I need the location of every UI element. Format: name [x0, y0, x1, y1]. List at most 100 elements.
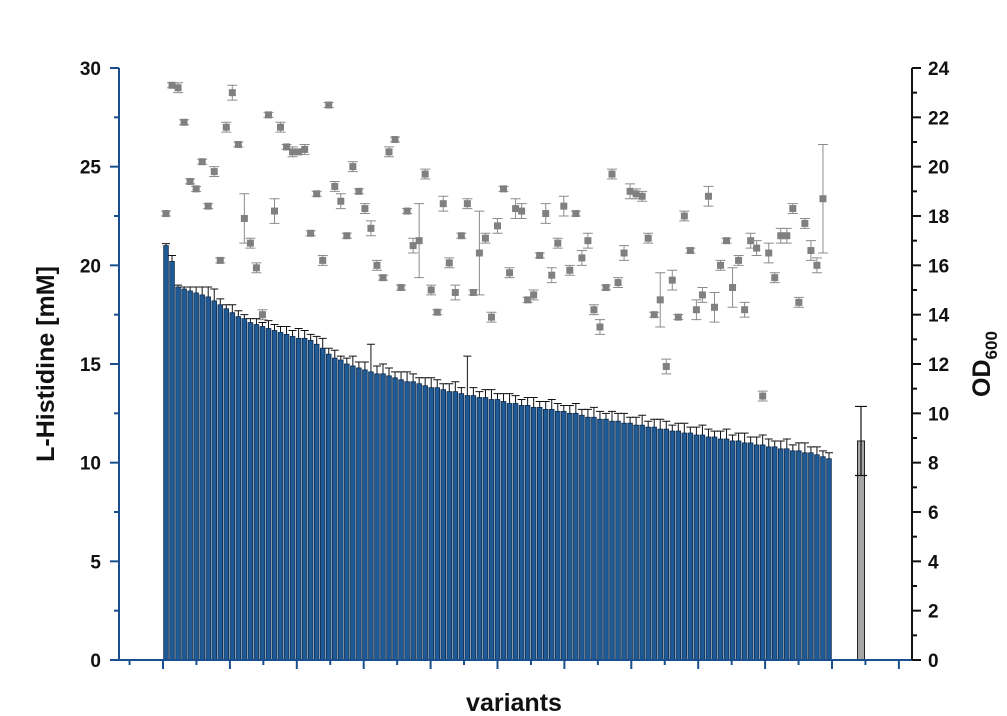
od-point [180, 118, 188, 126]
od-point [530, 291, 538, 299]
od-point [295, 148, 303, 156]
variant-error-bar [680, 422, 689, 434]
variant-error-bar [511, 395, 520, 404]
y2-tick-label: 18 [928, 207, 949, 228]
variant-error-bar [397, 371, 406, 380]
variant-bar [181, 288, 187, 661]
variant-bar [765, 446, 772, 661]
variant-bar [753, 444, 760, 661]
y-tick-label: 15 [80, 355, 102, 376]
variant-bar [344, 363, 350, 661]
variant-bar [741, 442, 748, 661]
variant-error-bar [228, 304, 237, 313]
od-point [307, 229, 315, 237]
variant-error-bar [535, 400, 544, 408]
variant-error-bar [824, 452, 833, 459]
reference-error-bar [855, 405, 867, 477]
variant-error-bar [620, 412, 629, 424]
variant-bar [380, 373, 386, 661]
variant-error-bar [806, 446, 815, 453]
variant-bar [790, 450, 796, 661]
variant-error-bar [764, 438, 773, 447]
variant-error-bar [174, 284, 183, 288]
od-point [162, 210, 170, 218]
variant-bar [771, 446, 778, 661]
od-point [361, 205, 369, 213]
variant-bar [651, 426, 657, 661]
variant-error-bar [427, 377, 436, 388]
variant-bar [458, 393, 465, 661]
variant-error-bar [240, 314, 249, 319]
od-point [512, 205, 520, 213]
variant-error-bar [716, 430, 725, 439]
variant-bar [482, 397, 489, 661]
variant-error-bar [252, 318, 261, 325]
variant-error-bar [529, 397, 538, 408]
od-point [686, 247, 694, 255]
variant-error-bar [752, 436, 761, 445]
variant-error-bar [650, 418, 659, 428]
variant-error-bar [722, 428, 731, 439]
variant-bar [374, 373, 380, 661]
variant-error-bar [776, 440, 785, 449]
od-point [741, 306, 749, 314]
od-point [301, 145, 309, 153]
variant-bar [301, 337, 308, 661]
od-point [819, 195, 827, 203]
variant-bar [259, 326, 266, 661]
od-point [602, 284, 610, 292]
variant-bar [717, 438, 724, 661]
variant-bar [205, 296, 211, 661]
variant-error-bar [204, 286, 213, 297]
variant-bar [398, 379, 404, 661]
variant-error-bar [788, 444, 797, 451]
od-point [258, 311, 266, 319]
od-point [319, 256, 327, 264]
variant-error-bar [770, 440, 779, 447]
variant-error-bar [282, 326, 291, 335]
od-point [397, 284, 405, 292]
od-point [222, 123, 230, 131]
x-ticks-layer [128, 660, 900, 669]
od-point [777, 232, 785, 240]
od-point [650, 311, 658, 319]
od-point [216, 256, 224, 264]
od-point [246, 239, 254, 247]
od-point [343, 232, 351, 240]
variant-bar [663, 428, 670, 661]
variant-bar [253, 324, 260, 661]
variant-error-bar [439, 383, 448, 390]
od-point [656, 296, 664, 304]
y2-axis-title-main: OD [968, 359, 996, 397]
variant-error-bar [306, 333, 315, 341]
variant-bar [247, 322, 254, 661]
y2-tick-label: 24 [928, 59, 950, 80]
variant-bar [440, 389, 447, 661]
y2-tick-label: 0 [928, 651, 939, 672]
variant-error-bar [360, 361, 369, 370]
od-point [385, 148, 393, 156]
od-point [518, 207, 526, 215]
od-point [704, 192, 712, 200]
od-point [578, 254, 586, 262]
variant-error-bar [644, 420, 653, 428]
variant-error-bar [668, 424, 677, 432]
od-point [735, 256, 743, 264]
y2-tick-label: 14 [928, 306, 950, 327]
variant-bar [199, 294, 205, 661]
variant-bar [826, 458, 832, 661]
variant-error-bar [216, 298, 225, 305]
variant-bar [193, 292, 199, 661]
y2-tick-label: 2 [928, 602, 939, 623]
variant-error-bar [571, 402, 580, 414]
od-point [415, 237, 423, 245]
od-point [596, 323, 604, 331]
od-point [771, 274, 779, 282]
od-point [680, 212, 688, 220]
variant-bar [362, 369, 368, 661]
od-point [252, 264, 260, 272]
variant-error-bar [740, 432, 749, 443]
variant-error-bar [589, 406, 598, 418]
variant-bar [711, 436, 718, 661]
